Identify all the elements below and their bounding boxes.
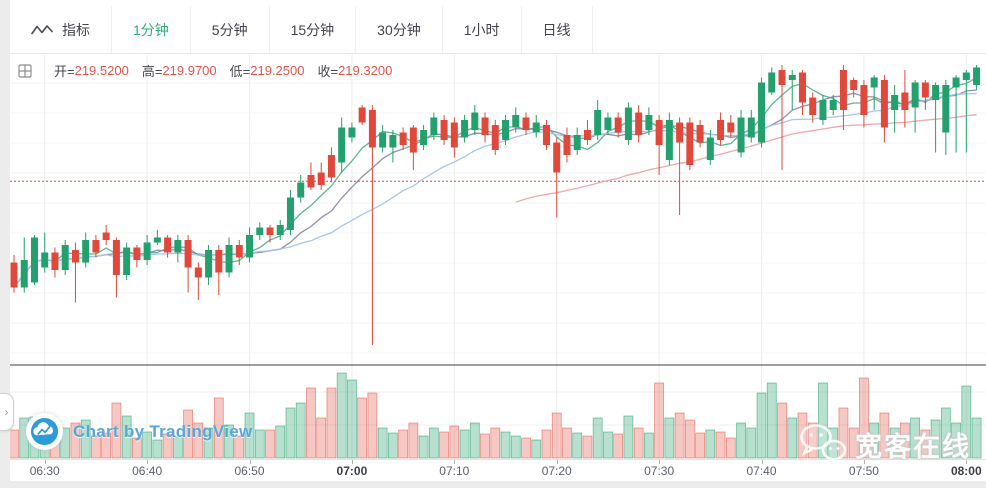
time-axis-label: 08:00 xyxy=(950,464,982,478)
ohlc-item-2: 低= 219.2500 xyxy=(230,61,305,80)
tradingview-watermark-text: Chart by TradingView xyxy=(73,421,253,441)
time-axis-label: 07:00 xyxy=(336,464,368,478)
time-axis-label: 07:40 xyxy=(746,464,777,478)
tradingview-watermark[interactable]: Chart by TradingView xyxy=(26,413,253,450)
axis-tick xyxy=(966,460,968,464)
timeframe-tab-5[interactable]: 日线 xyxy=(522,6,593,53)
axis-tick xyxy=(249,460,251,464)
ohlc-value: 219.5200 xyxy=(74,63,129,78)
brand-watermark-text: 宽客在线 xyxy=(855,431,971,462)
time-axis-label: 06:40 xyxy=(132,464,163,478)
ohlc-item-1: 高= 219.9700 xyxy=(142,61,217,80)
tradingview-logo-icon xyxy=(26,413,63,450)
timeframe-tab-0[interactable]: 1分钟 xyxy=(112,6,191,53)
ohlc-label: 收= xyxy=(317,64,339,79)
ohlc-label: 开= xyxy=(54,64,75,79)
axis-tick xyxy=(454,460,456,464)
chevron-right-icon: › xyxy=(4,405,9,419)
price-volume-chart xyxy=(9,55,986,459)
axis-tick xyxy=(556,460,558,464)
chart-canvas[interactable] xyxy=(0,55,986,460)
axis-tick xyxy=(351,460,353,464)
axis-tick xyxy=(863,460,865,464)
grid-plus-icon[interactable] xyxy=(18,63,32,78)
wechat-icon xyxy=(798,423,848,465)
axis-tick xyxy=(147,460,149,464)
timeframe-tab-2[interactable]: 15分钟 xyxy=(270,6,357,53)
time-axis-label: 06:50 xyxy=(234,464,265,478)
page-bottom-gutter xyxy=(0,481,986,488)
ohlc-value: 219.2500 xyxy=(250,63,305,78)
indicator-button[interactable]: 指标 xyxy=(10,6,112,53)
time-axis-label: 07:30 xyxy=(644,464,675,478)
axis-tick xyxy=(761,460,763,464)
time-axis-label: 06:30 xyxy=(29,464,60,478)
page-gutter xyxy=(0,0,10,488)
ohlc-value: 219.9700 xyxy=(162,63,217,78)
timeframe-tab-4[interactable]: 1小时 xyxy=(443,6,522,53)
wave-icon xyxy=(31,23,53,37)
timeframe-tab-3[interactable]: 30分钟 xyxy=(356,6,443,53)
ohlc-label: 低= xyxy=(229,64,251,79)
ohlc-item-3: 收= 219.3200 xyxy=(317,61,392,80)
indicator-label: 指标 xyxy=(62,21,90,38)
ohlc-label: 高= xyxy=(141,64,163,79)
ohlc-item-0: 开= 219.5200 xyxy=(54,61,129,80)
ma-line-ma50 xyxy=(515,114,977,203)
brand-watermark: 宽客在线 xyxy=(798,423,971,465)
time-axis-label: 07:50 xyxy=(848,464,879,478)
ma-line-ma10 xyxy=(13,89,977,288)
ohlc-legend: 开= 219.5200 高= 219.9700 低= 219.2500 收= 219.3200 xyxy=(18,61,392,80)
ohlc-value: 219.3200 xyxy=(338,63,393,78)
candles xyxy=(10,65,981,345)
collapse-panel-handle[interactable]: › xyxy=(0,393,14,431)
time-axis-label: 07:10 xyxy=(439,464,470,478)
chart-toolbar: 指标 1分钟 5分钟 15分钟 30分钟 1小时 日线 xyxy=(10,6,986,54)
gridlines xyxy=(10,55,986,459)
axis-tick xyxy=(44,460,46,464)
time-axis-label: 07:20 xyxy=(541,464,572,478)
axis-tick xyxy=(659,460,661,464)
timeframe-tab-1[interactable]: 5分钟 xyxy=(191,6,270,53)
volume-bars xyxy=(9,372,982,459)
time-axis[interactable]: 06:30 06:40 06:50 07:00 07:10 07:20 07:30 07:40… xyxy=(0,459,986,482)
